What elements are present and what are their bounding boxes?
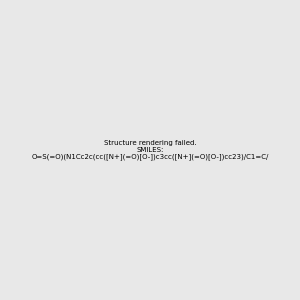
Text: Structure rendering failed.
SMILES:
O=S(=O)(N1Cc2c(cc([N+](=O)[O-])c3cc([N+](=O): Structure rendering failed. SMILES: O=S(… (31, 140, 269, 160)
